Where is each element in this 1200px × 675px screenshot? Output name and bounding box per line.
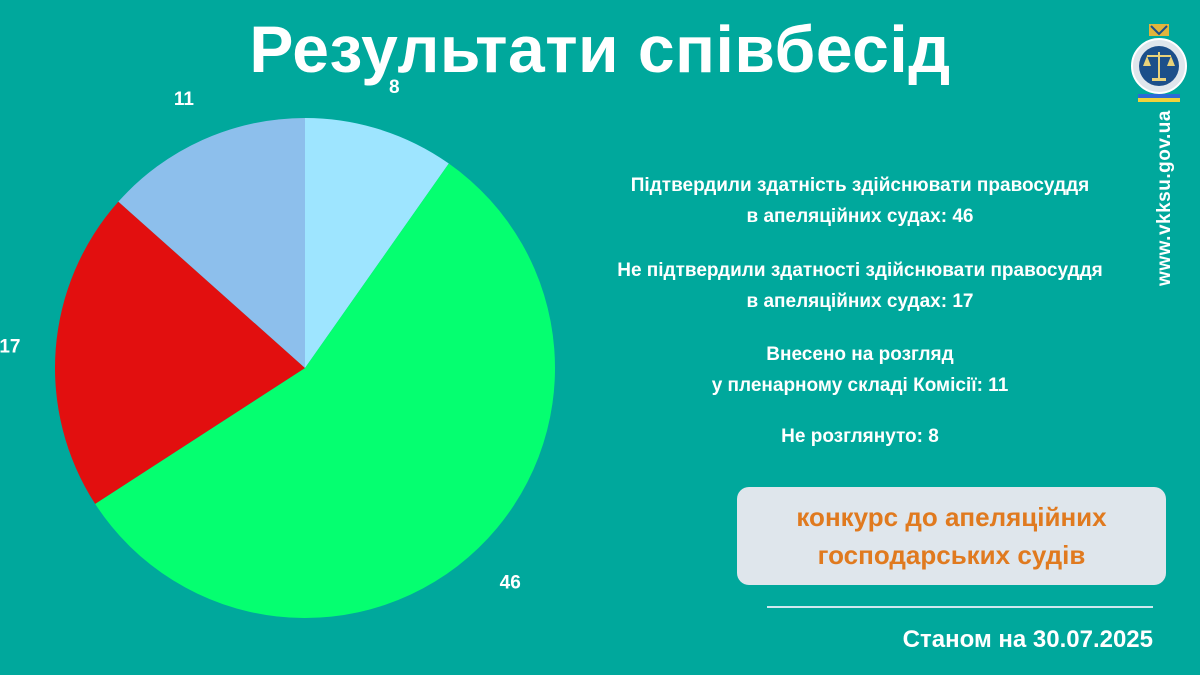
legend-item-not-confirmed: Не підтвердили здатності здійснювати пра… xyxy=(560,255,1160,317)
website-link[interactable]: www.vkksu.gov.ua xyxy=(1154,110,1176,286)
page-title: Результати співбесід xyxy=(249,12,951,86)
legend-item-line: Внесено на розгляд xyxy=(766,344,954,365)
pie-slice xyxy=(55,201,305,504)
badge-line: конкурс до апеляційних xyxy=(796,502,1107,532)
legend-item-line: у пленарному складі Комісії: 11 xyxy=(711,375,1009,396)
badge-line: господарських судів xyxy=(817,540,1086,570)
legend-item-line: Не підтвердили здатності здійснювати пра… xyxy=(617,260,1103,281)
competition-badge: конкурс до апеляційних господарських суд… xyxy=(737,487,1166,585)
website-vertical: www.vkksu.gov.ua xyxy=(1147,108,1183,288)
court-emblem-icon xyxy=(1131,24,1187,102)
divider xyxy=(767,606,1153,608)
pie-data-label: 46 xyxy=(500,572,521,593)
pie-slice xyxy=(95,163,555,618)
legend-item-line: в апеляційних судах: 46 xyxy=(746,206,974,227)
legend-item-plenary: Внесено на розгляд у пленарному складі К… xyxy=(560,339,1160,401)
pie-slice xyxy=(118,118,305,368)
legend-item-line: Не розглянуто: 8 xyxy=(781,426,939,447)
legend-item-line: Підтвердили здатність здійснювати правос… xyxy=(630,175,1090,196)
pie-data-label: 11 xyxy=(174,89,195,110)
pie-data-label: 8 xyxy=(389,77,400,98)
pie-data-label: 17 xyxy=(0,336,20,357)
legend-item-not-considered: Не розглянуто: 8 xyxy=(560,421,1160,452)
legend-item-line: в апеляційних судах: 17 xyxy=(746,291,974,312)
status-date: Станом на 30.07.2025 xyxy=(902,626,1153,653)
pie-chart: 8 46 17 11 xyxy=(0,77,555,618)
pie-slice xyxy=(305,118,449,368)
legend-item-confirmed: Підтвердили здатність здійснювати правос… xyxy=(560,170,1160,232)
